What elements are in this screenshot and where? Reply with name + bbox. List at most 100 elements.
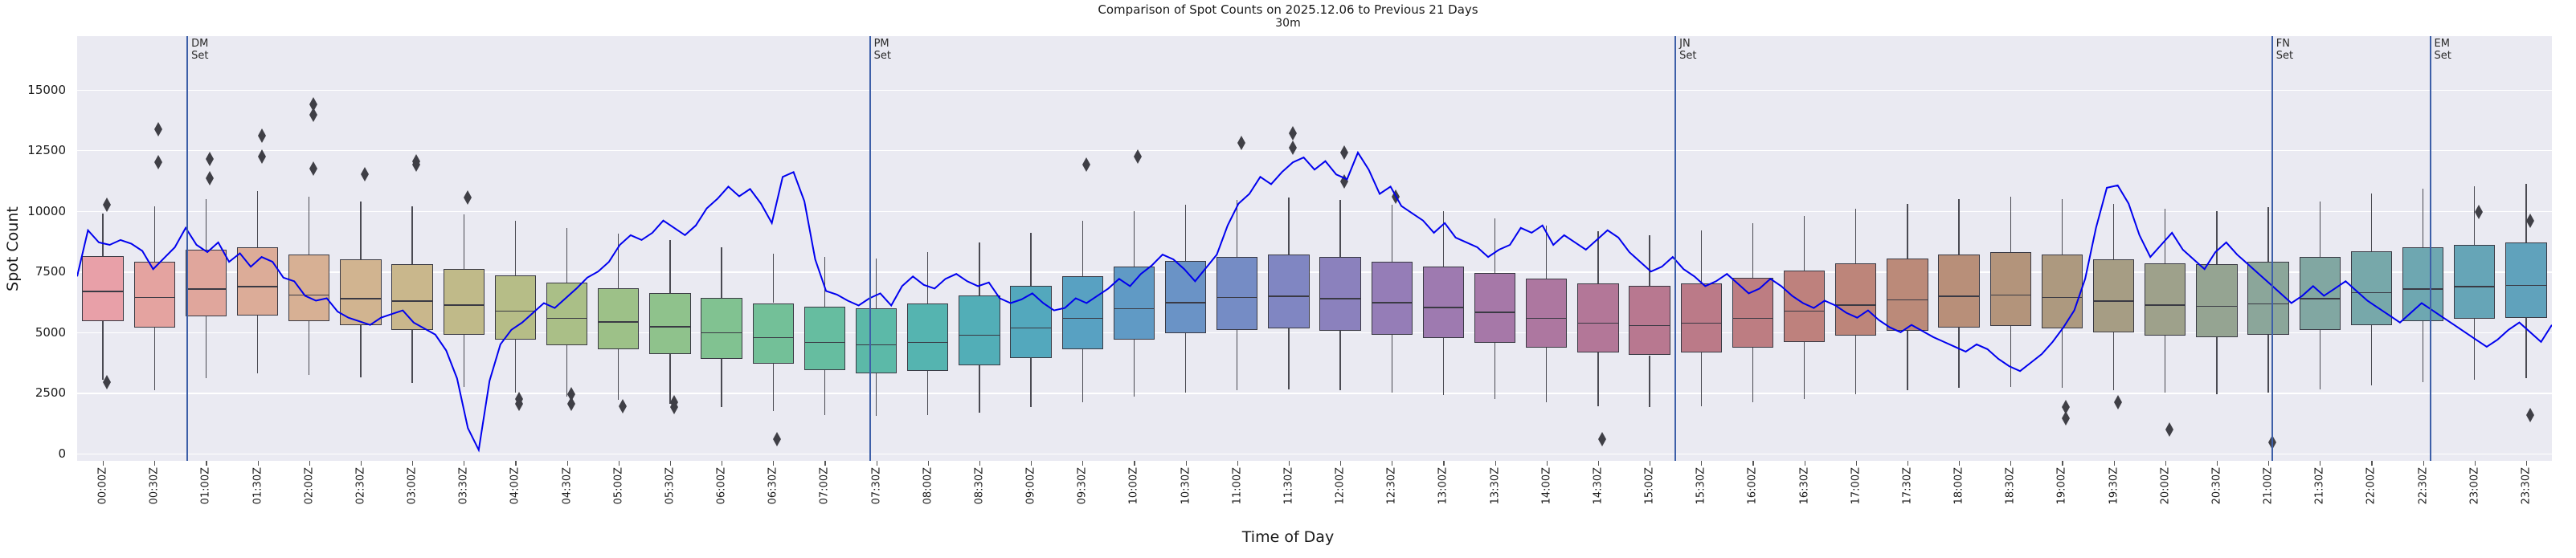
whisker-upper bbox=[618, 234, 619, 289]
median-line bbox=[1835, 304, 1877, 306]
x-axis-tick-label: 15:00Z bbox=[1643, 467, 1656, 505]
whisker-upper bbox=[721, 246, 722, 299]
x-axis-tick-mark bbox=[824, 461, 826, 466]
box-iqr bbox=[2247, 262, 2289, 335]
x-axis-tick-mark bbox=[1907, 461, 1909, 466]
x-axis-tick-label: 12:00Z bbox=[1334, 467, 1347, 505]
x-axis-tick-mark bbox=[103, 461, 104, 466]
event-marker-label: JN Set bbox=[1679, 38, 1697, 62]
x-axis-tick-mark bbox=[1082, 461, 1084, 466]
x-axis-tick-label: 03:30Z bbox=[457, 467, 470, 505]
whisker-lower bbox=[669, 353, 671, 404]
boxplot-box bbox=[77, 36, 2552, 461]
median-line bbox=[1113, 308, 1155, 310]
median-line bbox=[2350, 291, 2393, 294]
boxplot-box bbox=[77, 36, 2552, 461]
boxplot-box bbox=[77, 36, 2552, 461]
box-iqr bbox=[1216, 257, 1258, 330]
x-axis-tick-mark bbox=[1340, 461, 1342, 466]
x-axis-tick-mark bbox=[1237, 461, 1238, 466]
boxplot-box bbox=[77, 36, 2552, 461]
median-line bbox=[391, 300, 433, 302]
y-axis-tick-label: 7500 bbox=[35, 264, 66, 279]
y-axis-tick-label: 2500 bbox=[35, 385, 66, 401]
x-axis-tick-label: 09:30Z bbox=[1076, 467, 1089, 505]
boxplot-box bbox=[77, 36, 2552, 461]
box-iqr bbox=[1422, 267, 1465, 339]
box-iqr bbox=[598, 288, 640, 349]
x-axis-tick-label: 16:00Z bbox=[1746, 467, 1759, 505]
whisker-lower bbox=[1082, 348, 1083, 403]
whisker-upper bbox=[1184, 205, 1187, 261]
whisker-lower bbox=[1339, 331, 1341, 391]
whisker-lower bbox=[411, 329, 413, 384]
median-line bbox=[1474, 312, 1516, 313]
boxplot-box bbox=[77, 36, 2552, 461]
x-axis-tick-mark bbox=[1134, 461, 1135, 466]
boxplot-box bbox=[77, 36, 2552, 461]
x-axis-tick-mark bbox=[773, 461, 775, 466]
whisker-upper bbox=[1288, 198, 1290, 255]
box-iqr bbox=[391, 264, 433, 330]
median-line bbox=[2196, 305, 2238, 308]
x-axis-tick-label: 04:30Z bbox=[561, 467, 574, 505]
x-axis-tick-label: 01:30Z bbox=[251, 467, 264, 505]
median-line bbox=[82, 291, 124, 292]
box-iqr bbox=[2145, 263, 2186, 336]
x-axis-tick-label: 11:00Z bbox=[1231, 467, 1244, 505]
x-axis-tick-mark bbox=[1752, 461, 1754, 466]
plot-area: DM Set PM Set JN Set FN Set EM Set bbox=[77, 36, 2552, 461]
whisker-upper bbox=[2525, 184, 2527, 242]
box-iqr bbox=[1010, 286, 1052, 358]
event-marker-line bbox=[186, 36, 189, 461]
median-line bbox=[1319, 298, 1361, 299]
box-iqr bbox=[752, 303, 794, 365]
event-marker-line bbox=[1674, 36, 1677, 461]
box-iqr bbox=[546, 282, 588, 346]
box-iqr bbox=[443, 269, 485, 335]
x-axis-tick-label: 21:30Z bbox=[2313, 467, 2326, 505]
boxplot-box bbox=[77, 36, 2552, 461]
box-iqr bbox=[1938, 255, 1980, 328]
gridlines bbox=[77, 36, 2552, 461]
x-axis-tick-label: 21:00Z bbox=[2262, 467, 2275, 505]
x-axis-tick-mark bbox=[1031, 461, 1032, 466]
x-axis-tick-mark bbox=[360, 461, 362, 466]
x-axis-tick-mark bbox=[154, 461, 156, 466]
boxplot-box bbox=[77, 36, 2552, 461]
event-marker-label: PM Set bbox=[873, 38, 891, 62]
chart-title: Comparison of Spot Counts on 2025.12.06 … bbox=[1098, 2, 1478, 17]
y-axis-tick-label: 10000 bbox=[27, 203, 66, 218]
x-axis-tick-label: 08:30Z bbox=[973, 467, 986, 505]
current-day-line-overlay bbox=[77, 36, 2552, 461]
boxplot-box bbox=[77, 36, 2552, 461]
x-axis-tick-mark bbox=[1855, 461, 1857, 466]
boxplot-box bbox=[77, 36, 2552, 461]
x-axis-tick-mark bbox=[309, 461, 310, 466]
box-iqr bbox=[288, 255, 330, 322]
event-marker-line bbox=[2271, 36, 2273, 461]
whisker-lower bbox=[514, 339, 517, 393]
box-iqr bbox=[2505, 242, 2547, 318]
median-line bbox=[1680, 322, 1722, 324]
whisker-lower bbox=[2061, 328, 2063, 389]
x-axis-tick-label: 08:00Z bbox=[922, 467, 934, 505]
box-iqr bbox=[2092, 259, 2135, 332]
x-axis-tick-label: 19:00Z bbox=[2055, 467, 2068, 505]
median-line bbox=[185, 288, 227, 290]
x-axis-tick-label: 10:30Z bbox=[1180, 467, 1192, 505]
median-line bbox=[1061, 317, 1103, 320]
whisker-upper bbox=[2112, 203, 2115, 260]
boxplot-box bbox=[77, 36, 2552, 461]
x-axis-tick-mark bbox=[2062, 461, 2063, 466]
median-line bbox=[2247, 303, 2289, 304]
x-axis-tick-label: 23:00Z bbox=[2468, 467, 2481, 505]
whisker-lower bbox=[1288, 328, 1290, 389]
x-axis-tick-label: 13:30Z bbox=[1489, 467, 1502, 505]
x-axis-tick-label: 03:00Z bbox=[406, 467, 419, 505]
median-line bbox=[1783, 310, 1826, 312]
median-line bbox=[1938, 295, 1980, 297]
median-line bbox=[1164, 302, 1207, 303]
median-line bbox=[2145, 304, 2186, 306]
